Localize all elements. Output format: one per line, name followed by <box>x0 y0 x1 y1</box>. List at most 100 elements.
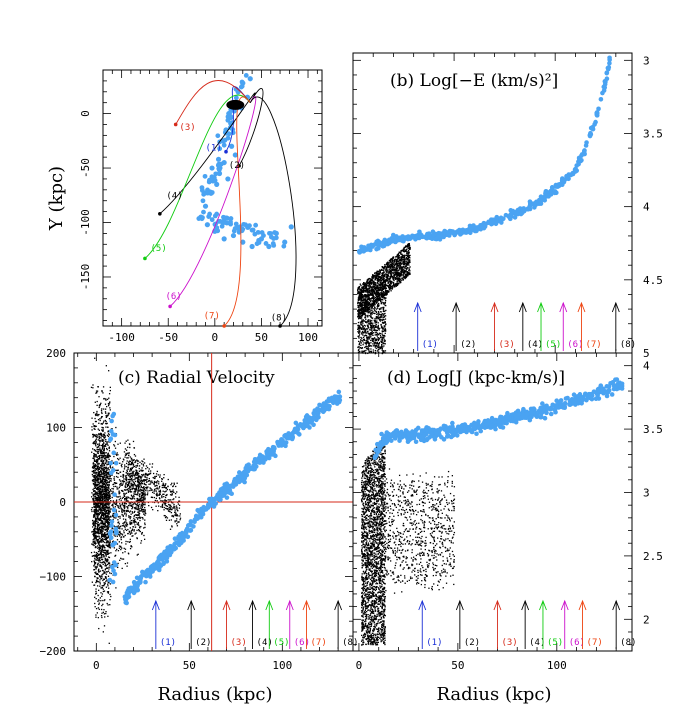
halo-particle <box>360 304 362 306</box>
halo-particle <box>408 264 410 266</box>
halo-particle <box>393 259 396 261</box>
satellite-point <box>221 236 227 242</box>
halo-particle <box>363 310 365 313</box>
halo-particle <box>409 247 411 249</box>
halo-particle <box>104 552 106 554</box>
halo-particle <box>404 273 406 275</box>
halo-particle <box>380 278 383 280</box>
halo-particle <box>373 297 375 299</box>
halo-particle <box>95 509 98 511</box>
halo-particle <box>99 575 101 578</box>
halo-particle <box>96 465 98 467</box>
halo-particle <box>380 346 382 348</box>
halo-particle <box>172 489 174 491</box>
halo-particle <box>398 279 400 281</box>
halo-particle <box>378 271 380 273</box>
halo-particle <box>155 475 158 478</box>
halo-particle <box>368 344 370 347</box>
halo-particle <box>366 294 368 297</box>
halo-particle <box>387 282 389 284</box>
halo-particle <box>361 291 363 293</box>
halo-particle <box>383 310 385 312</box>
halo-particle <box>104 497 107 499</box>
halo-particle <box>123 492 125 494</box>
halo-particle <box>370 336 372 338</box>
halo-particle <box>402 258 404 261</box>
halo-particle <box>390 290 392 292</box>
halo-particle <box>93 479 95 481</box>
halo-particle <box>359 315 362 318</box>
halo-particle <box>92 488 94 491</box>
halo-particle <box>370 289 373 292</box>
halo-particle <box>138 494 140 496</box>
halo-particle <box>97 525 99 527</box>
halo-particle <box>406 268 408 270</box>
halo-particle <box>364 308 367 310</box>
halo-particle <box>382 283 384 285</box>
halo-particle <box>95 588 97 590</box>
halo-particle <box>363 342 365 344</box>
halo-particle <box>137 475 140 477</box>
halo-particle <box>408 261 410 263</box>
halo-particle <box>365 310 367 313</box>
halo-particle <box>360 296 363 298</box>
halo-particle <box>377 338 380 341</box>
halo-particle <box>144 522 146 524</box>
halo-particle <box>402 261 404 263</box>
halo-particle <box>132 535 134 537</box>
halo-particle <box>100 402 102 404</box>
halo-particle <box>381 273 383 275</box>
halo-particle <box>401 253 403 255</box>
halo-particle <box>108 418 111 420</box>
halo-particle <box>141 506 144 509</box>
satellite-point <box>215 133 221 139</box>
halo-particle <box>364 316 366 318</box>
halo-particle <box>358 306 360 308</box>
halo-particle <box>368 286 370 288</box>
halo-particle <box>106 537 109 539</box>
halo-particle <box>386 267 388 269</box>
halo-particle <box>397 278 399 280</box>
orbit-end-7 <box>222 324 226 328</box>
halo-particle <box>121 502 124 504</box>
halo-particle <box>95 463 97 466</box>
halo-particle <box>358 343 360 345</box>
halo-particle <box>389 271 391 273</box>
halo-particle <box>107 549 109 551</box>
halo-particle <box>103 482 106 484</box>
halo-particle <box>381 298 384 300</box>
halo-particle <box>375 271 377 274</box>
halo-particle <box>377 343 380 345</box>
halo-particle <box>384 322 386 324</box>
halo-particle <box>365 306 367 309</box>
halo-particle <box>99 470 101 473</box>
halo-particle <box>374 278 377 281</box>
halo-particle <box>386 269 389 271</box>
halo-particle <box>110 467 112 469</box>
satellite-point <box>532 202 537 207</box>
halo-particle <box>96 494 98 496</box>
halo-particle <box>384 326 386 328</box>
halo-particle <box>358 286 360 289</box>
halo-particle <box>395 268 397 270</box>
satellite-point <box>491 219 496 224</box>
halo-particle <box>360 309 363 311</box>
halo-particle <box>93 515 95 517</box>
halo-particle <box>136 537 138 540</box>
panel-b-orbit-arrowhead-2 <box>452 301 461 313</box>
halo-particle <box>133 511 135 513</box>
halo-particle <box>400 258 402 260</box>
halo-particle <box>153 477 155 479</box>
satellite-point <box>225 176 231 182</box>
satellite-point <box>209 217 215 223</box>
halo-particle <box>99 492 101 494</box>
halo-particle <box>380 300 382 302</box>
halo-particle <box>133 459 135 461</box>
halo-particle <box>378 313 380 316</box>
satellite-point <box>552 189 558 194</box>
halo-particle <box>405 276 407 279</box>
halo-particle <box>370 342 372 344</box>
halo-particle <box>392 263 394 265</box>
halo-particle <box>102 494 104 496</box>
halo-particle <box>95 551 97 554</box>
